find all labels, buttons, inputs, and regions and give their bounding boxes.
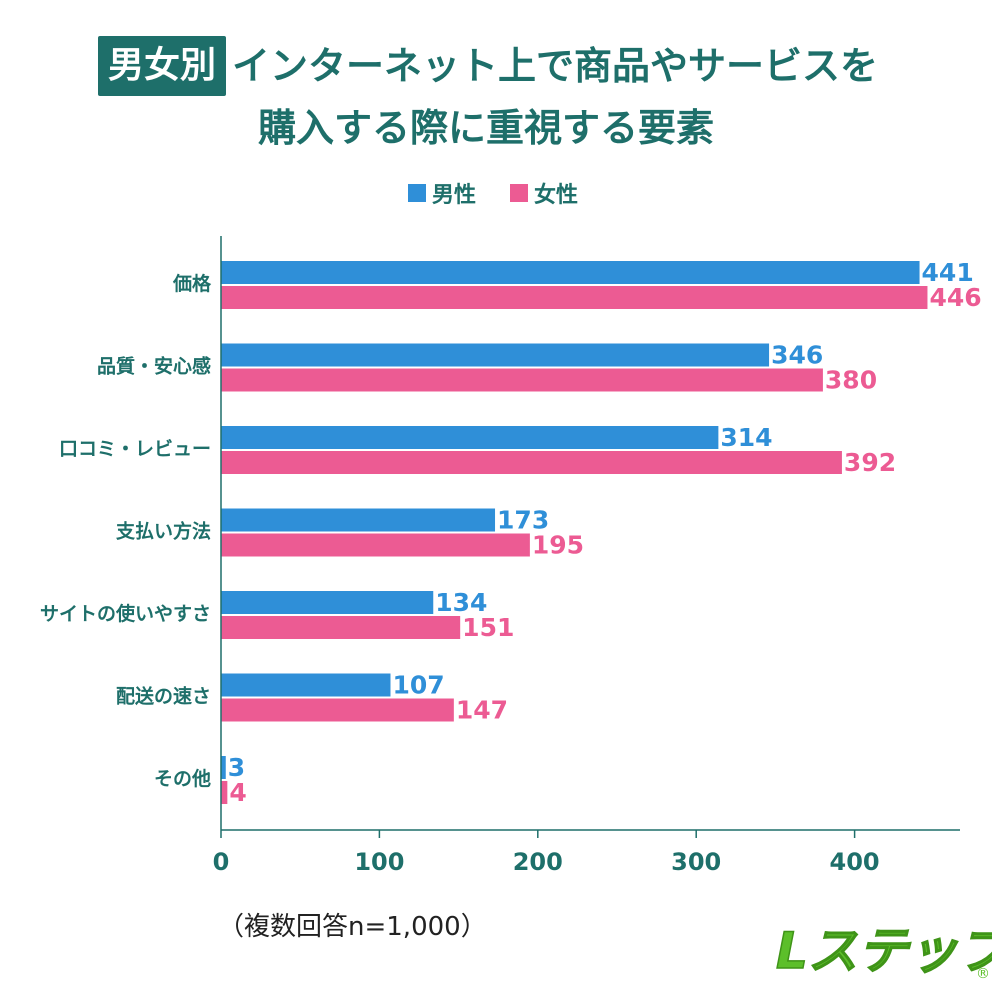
category-label: サイトの使いやすさ bbox=[40, 603, 211, 625]
bar-male bbox=[221, 508, 496, 532]
legend-swatch-female bbox=[510, 184, 529, 202]
category-label: その他 bbox=[154, 767, 211, 790]
lstep-logo: Lステップ ® bbox=[775, 921, 992, 982]
legend: 男性 女性 bbox=[408, 176, 612, 210]
data-label-male: 134 bbox=[435, 588, 487, 617]
bar-male bbox=[221, 426, 719, 449]
bar-male bbox=[221, 591, 434, 614]
legend-item-female: 女性 bbox=[510, 177, 578, 209]
title-line-2: 購入する際に重視する要素 bbox=[258, 106, 715, 150]
category-label: 口コミ・レビュー bbox=[59, 438, 211, 460]
title-line-1: インターネット上で商品やサービスを bbox=[232, 44, 879, 88]
sample-note: （複数回答n=1,000） bbox=[218, 912, 487, 942]
data-label-male: 107 bbox=[392, 671, 444, 700]
data-label-female: 147 bbox=[456, 696, 508, 725]
bar-female bbox=[221, 533, 530, 557]
legend-label-male: 男性 bbox=[432, 183, 477, 208]
logo-text: Lステップ bbox=[776, 922, 992, 980]
bar-male bbox=[221, 261, 920, 284]
data-label-male: 314 bbox=[720, 423, 772, 452]
bar-female bbox=[221, 286, 928, 309]
category-label: 配送の速さ bbox=[116, 685, 211, 708]
bar-female bbox=[221, 368, 823, 392]
data-label-female: 446 bbox=[929, 283, 981, 312]
data-label-male: 441 bbox=[922, 258, 974, 287]
bar-female bbox=[221, 698, 454, 722]
x-tick-label: 0 bbox=[213, 848, 230, 876]
legend-item-male: 男性 bbox=[408, 177, 476, 209]
title-badge: 男女別 bbox=[98, 36, 227, 96]
legend-swatch-male bbox=[408, 184, 426, 202]
legend-label-female: 女性 bbox=[534, 183, 579, 208]
data-label-female: 195 bbox=[532, 531, 584, 560]
bar-male bbox=[221, 756, 226, 779]
data-label-female: 151 bbox=[462, 613, 514, 642]
bar-female bbox=[221, 451, 842, 474]
x-tick-label: 400 bbox=[830, 848, 880, 876]
bar-female bbox=[221, 616, 461, 639]
data-label-male: 3 bbox=[228, 753, 245, 782]
category-label: 品質・安心感 bbox=[97, 355, 211, 378]
data-label-female: 380 bbox=[825, 366, 877, 395]
data-label-male: 173 bbox=[497, 506, 549, 535]
bar-female bbox=[221, 781, 228, 804]
data-label-male: 346 bbox=[771, 341, 823, 370]
category-label: 価格 bbox=[172, 272, 212, 295]
x-tick-label: 100 bbox=[354, 848, 404, 876]
x-tick-label: 300 bbox=[671, 848, 721, 876]
data-label-female: 392 bbox=[844, 448, 896, 477]
chart-title: 男女別 インターネット上で商品やサービスを 購入する際に重視する要素 bbox=[0, 30, 1000, 160]
logo-registered-mark: ® bbox=[976, 966, 990, 982]
data-label-female: 4 bbox=[229, 778, 246, 807]
bar-male bbox=[221, 673, 391, 697]
x-tick-label: 200 bbox=[513, 848, 563, 876]
bar-male bbox=[221, 343, 770, 367]
category-label: 支払い方法 bbox=[115, 520, 211, 543]
